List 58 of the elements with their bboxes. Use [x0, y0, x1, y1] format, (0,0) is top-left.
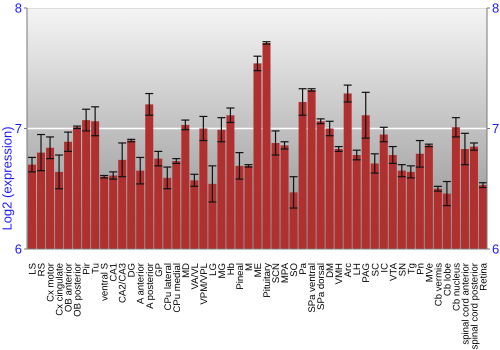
- x-tick-label: Hb: [226, 263, 237, 276]
- x-tick-label: Pa: [298, 262, 310, 275]
- x-tick-label: SCN: [271, 262, 282, 284]
- x-tick-label: LH: [352, 262, 364, 276]
- x-tick-label: SC: [370, 262, 382, 276]
- x-tick-label: A posterior: [144, 262, 156, 309]
- x-tick-label: ME: [253, 263, 264, 278]
- x-tick-label: VTA: [388, 262, 400, 281]
- x-tick-label: spinal cord posterior: [469, 262, 480, 350]
- x-tick-label: CPu lateral: [162, 263, 174, 310]
- y-tick-label: 8: [14, 0, 22, 16]
- x-tick-label: MVe: [424, 263, 436, 282]
- x-tick-label: PAG: [361, 263, 372, 283]
- x-tick-label: Pituitary: [262, 262, 274, 298]
- x-tick-label: VPM/VPL: [198, 262, 210, 305]
- x-tick-label: SPa dorsal: [316, 263, 328, 310]
- x-tick-label: Cb vermis: [433, 262, 444, 306]
- y-tick-label: 6: [14, 242, 22, 257]
- x-tick-label: VMH: [334, 262, 346, 284]
- x-tick-label: IC: [379, 262, 390, 273]
- y2-tick-label: 7: [492, 121, 500, 136]
- x-tick-label: MPA: [280, 262, 292, 284]
- x-tick-label: spinal cord anterior: [460, 262, 472, 345]
- x-tick-label: Tg: [406, 263, 418, 274]
- x-tick-label: Tu: [90, 263, 102, 274]
- x-tick-label: Pineal: [234, 263, 246, 290]
- y2-tick-label: 6: [492, 242, 500, 257]
- x-tick-label: VA/VL: [190, 262, 201, 290]
- y2-tick-label: 8: [492, 0, 500, 16]
- x-tick-label: OB posterior: [72, 262, 84, 317]
- x-tick-label: Retina: [478, 262, 490, 291]
- x-tick-label: LS: [28, 263, 39, 275]
- x-tick-label: LG: [208, 263, 219, 276]
- x-tick-label: CA1: [108, 263, 120, 282]
- x-tick-label: MG: [216, 263, 228, 278]
- x-tick-label: DM: [325, 262, 336, 278]
- x-tick-label: ventral S: [100, 263, 111, 301]
- x-tick-label: Cx cingulate: [54, 263, 66, 316]
- x-tick-label: GP: [154, 263, 165, 277]
- x-tick-label: Pn: [415, 263, 426, 275]
- x-tick-label: M: [244, 263, 255, 271]
- x-tick-label: A anterior: [136, 262, 147, 304]
- x-tick-label: RS: [36, 263, 48, 276]
- x-tick-label: MD: [180, 262, 192, 278]
- x-tick-label: Cb lobe: [442, 263, 454, 296]
- x-tick-label: DG: [126, 263, 138, 278]
- x-tick-label: Cb nucleus: [451, 262, 462, 311]
- x-tick-label: SPa ventral: [307, 263, 318, 313]
- y-axis-title: Log2 (expression): [0, 126, 15, 231]
- x-tick-label: SO: [289, 263, 300, 277]
- x-tick-label: Cx motor: [46, 262, 57, 302]
- x-tick-label: SN: [397, 262, 408, 276]
- y-tick-label: 7: [14, 121, 22, 136]
- x-tick-label: CA2/CA3: [118, 263, 129, 303]
- x-tick-label: Pir: [82, 262, 93, 275]
- x-tick-label: CPu medial: [172, 263, 183, 313]
- x-tick-label: Arc: [343, 262, 354, 278]
- x-tick-label: OB anterior: [64, 262, 75, 312]
